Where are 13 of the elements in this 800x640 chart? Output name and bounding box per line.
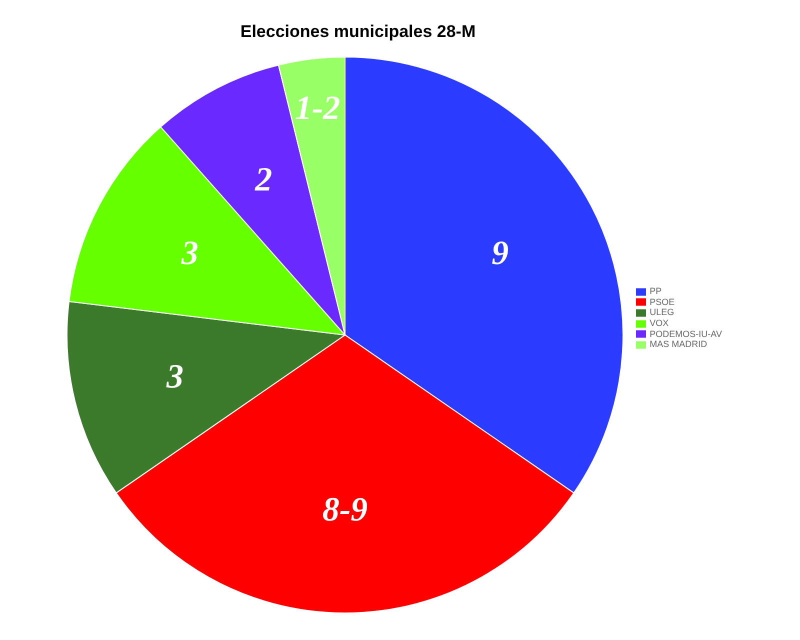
data-label: 3 — [165, 358, 184, 396]
legend-label: ULEG — [650, 307, 674, 318]
legend-label: VOX — [650, 318, 669, 328]
legend-label: PP — [650, 286, 662, 296]
chart-title: Elecciones municipales 28-M — [239, 22, 477, 42]
legend-label: PODEMOS-IU-AV — [650, 328, 722, 339]
legend-label: PSOE — [650, 296, 675, 307]
data-label: 1-2 — [294, 90, 340, 128]
legend-label: MAS MADRID — [650, 339, 708, 350]
data-label: 2 — [254, 161, 272, 198]
data-label: 3 — [180, 235, 198, 272]
data-label: 8-9 — [322, 492, 368, 529]
data-label: 9 — [492, 235, 509, 272]
